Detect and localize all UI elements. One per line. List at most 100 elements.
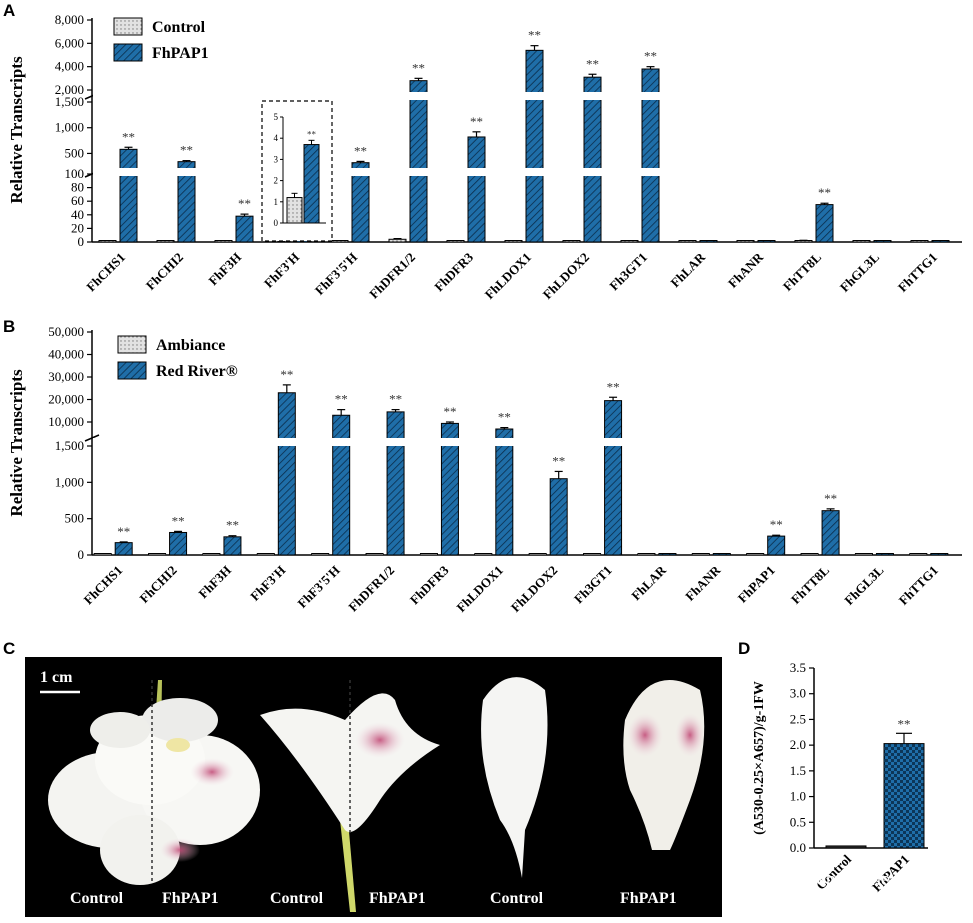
legend-label-a: Control — [152, 19, 206, 36]
bar-red-river — [169, 531, 188, 556]
bar-red-river — [875, 553, 894, 556]
x-tick-label-a: FhGL3L — [837, 249, 883, 295]
bar-control — [330, 240, 349, 243]
watermark: ScientsGene — [772, 870, 890, 889]
y-tick-label-a: 1,000 — [55, 120, 84, 135]
x-tick-label-b: FhPAP1 — [735, 563, 778, 606]
significance-mark: ** — [818, 185, 831, 200]
bar-control — [504, 240, 523, 243]
scale-label: 1 cm — [40, 669, 73, 686]
x-tick-label-b: FhLDOX1 — [453, 563, 505, 615]
y-tick-label-a: 500 — [65, 145, 85, 160]
bar-fhpap1 — [409, 80, 428, 243]
x-tick-label-a: FhLDOX2 — [540, 250, 592, 302]
x-tick-label-a: FhANR — [725, 249, 767, 291]
x-tick-label-b: FhLDOX2 — [508, 563, 560, 615]
chart-a: 0204060801005001,0001,5002,0004,0006,000… — [7, 12, 963, 302]
y-tick-label-d: 0.5 — [790, 814, 806, 829]
y-tick-label-d: 1.5 — [790, 763, 806, 778]
panel-d-letter: D — [738, 639, 750, 658]
x-tick-label-a: FhLAR — [667, 249, 708, 290]
x-tick-label-b: Fh3GT1 — [571, 563, 615, 607]
panel-c-letter: C — [3, 639, 15, 658]
y-tick-label-a: 20 — [71, 220, 84, 235]
y-axis-label-a: Relative Transcripts — [7, 56, 26, 204]
watermark-icon — [772, 870, 788, 886]
watermark-text: ScientsGene — [793, 870, 890, 889]
y-tick-label-d: 2.5 — [790, 711, 806, 726]
bar-red-river — [712, 553, 731, 556]
bar-control — [214, 240, 233, 243]
bar-fhpap1 — [467, 136, 486, 243]
x-tick-label-a: FhF3'5'H — [312, 250, 360, 298]
x-tick-label-a: FhLDOX1 — [482, 250, 534, 302]
bar-ambiance — [148, 553, 167, 556]
x-tick-label-a: FhF3H — [205, 250, 244, 289]
inset-tick-label: 1 — [274, 197, 279, 207]
significance-mark: ** — [280, 367, 293, 382]
bar-red-river — [332, 414, 351, 556]
x-tick-label-b: FhLAR — [628, 562, 669, 603]
petal-fhpap1 — [623, 680, 705, 850]
bar-red-river — [549, 478, 568, 556]
photo-label-6: FhPAP1 — [620, 890, 677, 907]
y-tick-label-d: 3.0 — [790, 686, 806, 701]
bar-fhpap1 — [583, 76, 602, 243]
significance-mark: ** — [824, 491, 837, 506]
bar-control — [852, 240, 871, 243]
bar-d-fhpap1 — [883, 743, 925, 849]
flower-photo: 1 cm Control FhPAP1 Control FhPAP1 Contr… — [25, 657, 722, 917]
significance-mark: ** — [117, 524, 130, 539]
y-axis-label-b: Relative Transcripts — [7, 369, 26, 517]
legend-label-b: Ambiance — [156, 337, 225, 354]
significance-mark: ** — [443, 404, 456, 419]
bar-ambiance — [311, 553, 330, 556]
legend-swatch-a — [113, 17, 143, 36]
bar-d-control — [825, 845, 867, 849]
petal-control — [481, 677, 548, 878]
chart-b: 0 500 1,000 1,500 10,000 20,000 30,000 40,000 50… — [7, 324, 963, 615]
x-tick-label-b: FhCHS1 — [80, 563, 125, 608]
bar-control — [156, 240, 175, 243]
significance-mark: ** — [412, 60, 425, 75]
bar-control — [620, 240, 639, 243]
bar-ambiance — [202, 553, 221, 556]
x-tick-label-a: FhF3'H — [261, 250, 302, 291]
y-tick-label-b: 500 — [65, 511, 85, 526]
x-tick-label-b: FhTTG1 — [896, 563, 941, 608]
legend-label-b: Red River® — [156, 363, 238, 380]
photo-label-2: FhPAP1 — [162, 890, 219, 907]
inset-tick-label: 4 — [274, 133, 279, 143]
bar-control — [736, 240, 755, 243]
x-tick-label-a: FhDFR1/2 — [366, 250, 418, 302]
x-tick-label-a: Fh3GT1 — [606, 250, 650, 294]
y-tick-label-d: 2.0 — [790, 737, 806, 752]
bar-ambiance — [528, 553, 547, 556]
axis-break-band-a — [93, 92, 963, 100]
bar-red-river — [658, 553, 677, 556]
y-tick-label-a: 80 — [71, 180, 84, 195]
significance-mark: ** — [354, 143, 367, 158]
y-tick-label-a: 0 — [78, 234, 85, 249]
y-tick-label-a: 100 — [65, 166, 85, 181]
bar-ambiance — [800, 553, 819, 556]
panel-b-letter: B — [3, 317, 15, 336]
photo-label-1: Control — [70, 890, 124, 907]
bar-ambiance — [691, 553, 710, 556]
y-tick-label-a: 8,000 — [55, 12, 84, 27]
inset-tick-label: 0 — [274, 218, 279, 228]
bar-fhpap1 — [699, 240, 718, 243]
x-tick-label-a: FhDFR3 — [431, 249, 476, 294]
significance-mark: ** — [389, 392, 402, 407]
significance-mark: ** — [226, 518, 239, 533]
y-tick-label-a: 1,500 — [55, 94, 84, 109]
bar-red-river — [604, 400, 623, 556]
y-axis-label-d: (A530-0.25×A657)/g-1FW — [752, 681, 767, 835]
x-tick-label-a: FhCHS1 — [83, 250, 128, 295]
inset-tick-label: 5 — [274, 112, 279, 122]
significance-mark-d: ** — [898, 716, 911, 731]
significance-mark: ** — [528, 28, 541, 43]
bar-red-river — [821, 510, 840, 556]
inset-bar-control — [286, 197, 303, 224]
